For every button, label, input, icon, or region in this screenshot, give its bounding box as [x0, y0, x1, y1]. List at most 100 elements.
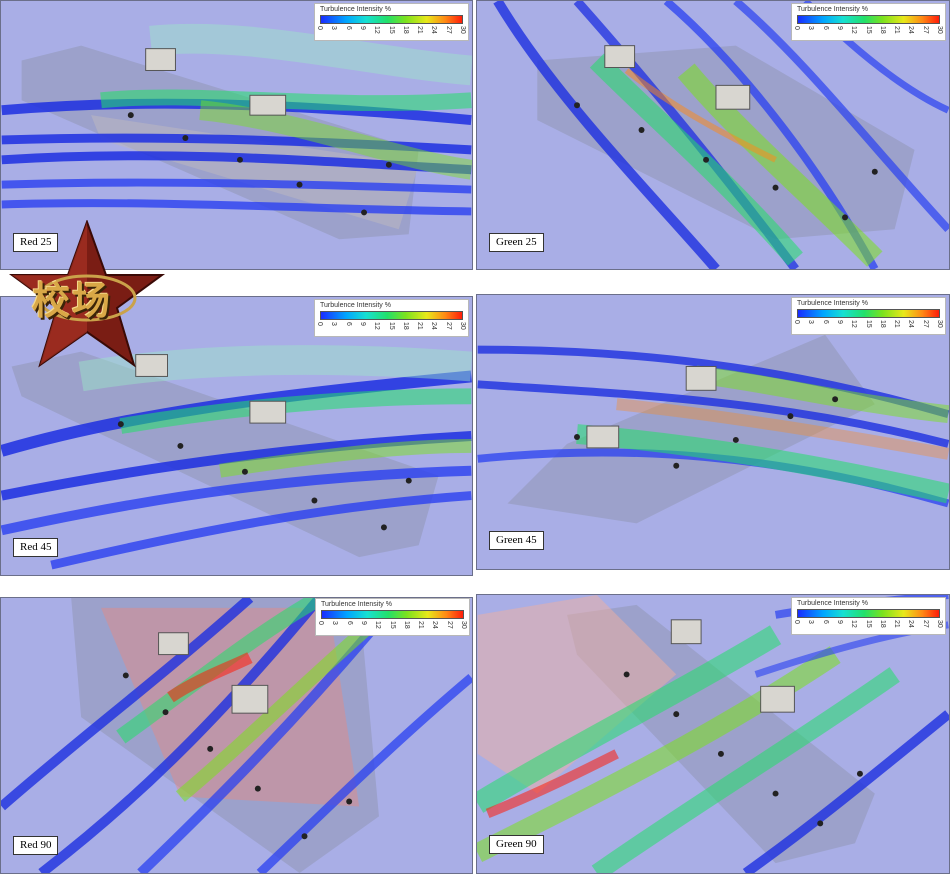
legend-tick-label: 27 [444, 26, 452, 34]
cfd-visualization [493, 1, 949, 269]
legend-title: Turbulence Intensity % [320, 302, 391, 309]
legend-tick-label: 6 [821, 320, 829, 324]
legend-colorbar [320, 15, 463, 24]
legend-tick-label: 3 [330, 26, 338, 30]
legend-tick-label: 27 [444, 322, 452, 330]
legend-tick-label: 18 [878, 320, 886, 328]
legend-tick-label: 0 [316, 26, 323, 30]
legend-red-45: Turbulence Intensity % 0 3 6 9 12 15 18 21 24 27 3… [314, 299, 469, 337]
legend-colorbar [797, 609, 940, 618]
legend-tick-label: 12 [850, 620, 858, 628]
legend-ticks: 0 3 6 9 12 15 18 21 24 27 30 [793, 620, 943, 634]
legend-colorbar [797, 15, 940, 24]
legend-tick-label: 30 [936, 26, 943, 34]
legend-tick-label: 3 [807, 620, 815, 624]
panel-green-25: Turbulence Intensity % 0 3 6 9 12 15 18 21 24 27 3… [476, 0, 950, 270]
legend-tick-label: 12 [374, 621, 382, 629]
watermark-star-logo [8, 220, 166, 368]
legend-tick-label: 27 [921, 26, 929, 34]
legend-tick-label: 18 [878, 26, 886, 34]
legend-tick-label: 21 [893, 320, 901, 328]
legend-tick-label: 9 [358, 26, 366, 30]
legend-tick-label: 9 [835, 26, 843, 30]
panel-green-45: Turbulence Intensity % 0 3 6 9 12 15 18 21 24 27 3… [476, 294, 950, 570]
legend-tick-label: 12 [850, 320, 858, 328]
legend-tick-label: 0 [316, 322, 323, 326]
legend-tick-label: 24 [907, 320, 915, 328]
legend-ticks: 0 3 6 9 12 15 18 21 24 27 30 [317, 621, 467, 635]
legend-ticks: 0 3 6 9 12 15 18 21 24 27 30 [316, 322, 466, 336]
legend-tick-label: 30 [460, 621, 467, 629]
legend-tick-label: 21 [893, 26, 901, 34]
legend-ticks: 0 3 6 9 12 15 18 21 24 27 30 [316, 26, 466, 40]
legend-tick-label: 15 [387, 26, 395, 34]
legend-title: Turbulence Intensity % [797, 300, 868, 307]
legend-red-90: Turbulence Intensity % 0 3 6 9 12 15 18 21 24 27 3… [315, 598, 470, 636]
legend-tick-label: 3 [330, 322, 338, 326]
legend-tick-label: 6 [821, 620, 829, 624]
legend-tick-label: 9 [359, 621, 367, 625]
panel-red-90: Turbulence Intensity % 0 3 6 9 12 15 18 21 24 27 3… [0, 597, 473, 874]
cfd-visualization [1, 23, 472, 240]
legend-tick-label: 6 [821, 26, 829, 30]
panel-green-90: Turbulence Intensity % 0 3 6 9 12 15 18 21 24 27 3… [476, 594, 950, 874]
legend-tick-label: 27 [445, 621, 453, 629]
panel-red-25: Turbulence Intensity % 0 3 6 9 12 15 18 21 24 27 3… [0, 0, 473, 270]
legend-tick-label: 6 [344, 26, 352, 30]
legend-tick-label: 30 [936, 320, 943, 328]
legend-tick-label: 6 [344, 322, 352, 326]
legend-tick-label: 3 [807, 26, 815, 30]
legend-green-45: Turbulence Intensity % 0 3 6 9 12 15 18 21 24 27 3… [791, 297, 946, 335]
caption-red-45: Red 45 [13, 538, 59, 557]
legend-tick-label: 0 [793, 26, 800, 30]
legend-tick-label: 0 [317, 621, 324, 625]
legend-tick-label: 30 [936, 620, 943, 628]
legend-tick-label: 24 [907, 620, 915, 628]
legend-colorbar [321, 610, 464, 619]
legend-title: Turbulence Intensity % [321, 601, 392, 608]
legend-tick-label: 15 [864, 320, 872, 328]
legend-red-25: Turbulence Intensity % 0 3 6 9 12 15 18 21 24 27 3… [314, 3, 469, 41]
legend-title: Turbulence Intensity % [797, 6, 868, 13]
legend-tick-label: 18 [401, 322, 409, 330]
legend-tick-label: 6 [345, 621, 353, 625]
legend-tick-label: 0 [793, 620, 800, 624]
legend-tick-label: 15 [387, 322, 395, 330]
cfd-visualization [1, 598, 472, 873]
legend-tick-label: 18 [401, 26, 409, 34]
legend-tick-label: 21 [893, 620, 901, 628]
legend-title: Turbulence Intensity % [797, 600, 868, 607]
legend-ticks: 0 3 6 9 12 15 18 21 24 27 30 [793, 26, 943, 40]
legend-tick-label: 12 [373, 322, 381, 330]
legend-tick-label: 15 [864, 26, 872, 34]
legend-tick-label: 18 [878, 620, 886, 628]
watermark-logo-text: 校场 [32, 278, 113, 323]
legend-tick-label: 18 [402, 621, 410, 629]
legend-tick-label: 0 [793, 320, 800, 324]
legend-tick-label: 21 [417, 621, 425, 629]
legend-colorbar [320, 311, 463, 320]
legend-tick-label: 15 [388, 621, 396, 629]
caption-red-25: Red 25 [13, 233, 59, 252]
legend-tick-label: 24 [431, 621, 439, 629]
legend-tick-label: 21 [416, 322, 424, 330]
legend-tick-label: 15 [864, 620, 872, 628]
legend-tick-label: 24 [907, 26, 915, 34]
legend-title: Turbulence Intensity % [320, 6, 391, 13]
legend-tick-label: 30 [459, 26, 466, 34]
legend-tick-label: 24 [430, 26, 438, 34]
legend-tick-label: 24 [430, 322, 438, 330]
legend-tick-label: 12 [850, 26, 858, 34]
legend-tick-label: 30 [459, 322, 466, 330]
caption-green-25: Green 25 [489, 233, 544, 252]
legend-tick-label: 3 [331, 621, 339, 625]
legend-tick-label: 3 [807, 320, 815, 324]
caption-red-90: Red 90 [13, 836, 59, 855]
cfd-visualization [477, 595, 949, 873]
legend-tick-label: 9 [358, 322, 366, 326]
legend-tick-label: 12 [373, 26, 381, 34]
legend-tick-label: 27 [921, 320, 929, 328]
legend-ticks: 0 3 6 9 12 15 18 21 24 27 30 [793, 320, 943, 334]
legend-colorbar [797, 309, 940, 318]
legend-tick-label: 9 [835, 620, 843, 624]
